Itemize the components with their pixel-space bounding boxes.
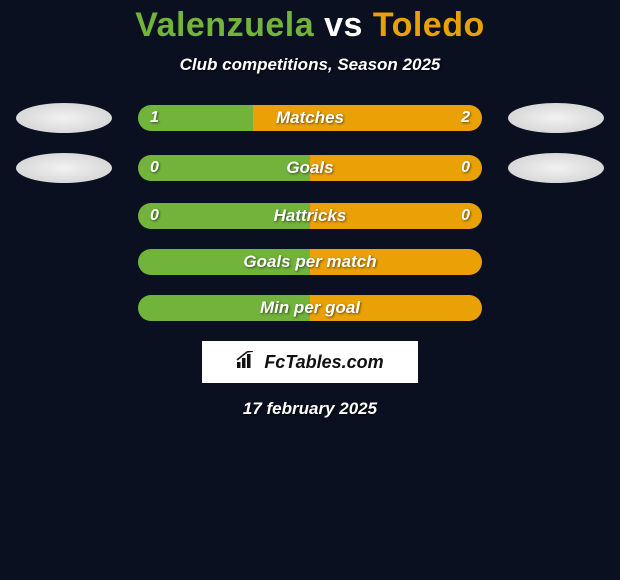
title-player2: Toledo	[373, 6, 485, 44]
infographic-container: Valenzuela vs Toledo Club competitions, …	[0, 0, 620, 419]
right-badge-placeholder	[508, 153, 604, 183]
right-badge-placeholder	[508, 103, 604, 133]
title-player1: Valenzuela	[135, 6, 314, 44]
stat-row: 00Hattricks	[0, 203, 620, 229]
logo-box[interactable]: FcTables.com	[202, 341, 418, 383]
logo: FcTables.com	[236, 351, 383, 374]
stat-left-value: 0	[150, 207, 159, 225]
stat-bar-right	[310, 249, 482, 275]
stat-bar: Goals per match	[138, 249, 482, 275]
stat-left-value: 1	[150, 109, 159, 127]
stat-bar-left: 0	[138, 155, 310, 181]
stat-row: Min per goal	[0, 295, 620, 321]
stat-right-value: 0	[461, 159, 470, 177]
stat-bar: 00Hattricks	[138, 203, 482, 229]
stat-bar-left: 1	[138, 105, 253, 131]
footer-date: 17 february 2025	[0, 399, 620, 419]
stat-bar-right: 0	[310, 203, 482, 229]
stat-right-value: 2	[461, 109, 470, 127]
bar-chart-icon	[236, 351, 258, 374]
stat-row: 12Matches	[0, 103, 620, 133]
title-vs: vs	[324, 6, 363, 44]
stat-row: Goals per match	[0, 249, 620, 275]
stat-bar-left: 0	[138, 203, 310, 229]
stat-bar: 00Goals	[138, 155, 482, 181]
stat-bar: Min per goal	[138, 295, 482, 321]
stat-right-value: 0	[461, 207, 470, 225]
stat-bar-right	[310, 295, 482, 321]
logo-text: FcTables.com	[264, 352, 383, 373]
stat-bar-right: 2	[253, 105, 482, 131]
left-badge-placeholder	[16, 103, 112, 133]
stat-left-value: 0	[150, 159, 159, 177]
stat-row: 00Goals	[0, 153, 620, 183]
left-badge-placeholder	[16, 153, 112, 183]
stats-list: 12Matches00Goals00HattricksGoals per mat…	[0, 103, 620, 321]
subtitle: Club competitions, Season 2025	[0, 55, 620, 75]
stat-bar-right: 0	[310, 155, 482, 181]
page-title: Valenzuela vs Toledo	[0, 6, 620, 45]
stat-bar: 12Matches	[138, 105, 482, 131]
stat-bar-left	[138, 249, 310, 275]
stat-bar-left	[138, 295, 310, 321]
